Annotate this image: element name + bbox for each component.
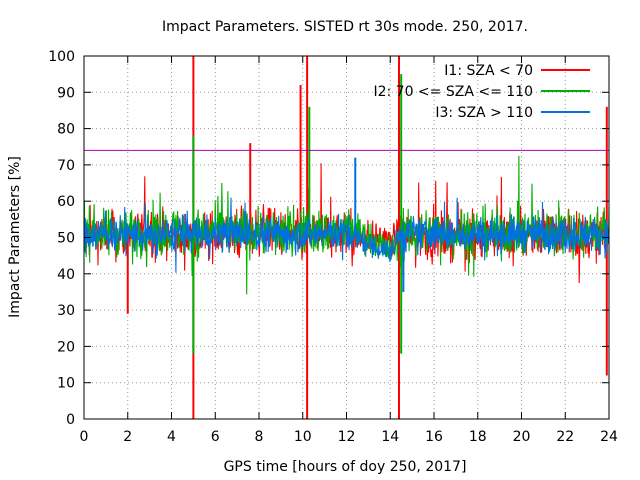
x-tick-label: 4 [167,429,176,445]
y-axis-label: Impact Parameters [%] [7,156,23,318]
x-tick-label: 12 [338,429,356,445]
x-tick-label: 14 [381,429,399,445]
y-tick-label: 40 [57,267,75,283]
y-tick-label: 0 [66,412,75,428]
x-axis-label: GPS time [hours of doy 250, 2017] [224,459,467,475]
x-tick-label: 2 [123,429,132,445]
x-tick-label: 24 [600,429,618,445]
y-tick-label: 80 [57,122,75,138]
x-tick-label: 22 [556,429,574,445]
y-tick-label: 100 [48,49,75,65]
y-tick-label: 70 [57,158,75,174]
y-tick-label: 20 [57,339,75,355]
chart-title: Impact Parameters. SISTED rt 30s mode. 2… [162,19,528,35]
y-tick-label: 50 [57,231,75,247]
x-tick-label: 0 [80,429,89,445]
plot-frame [83,55,610,420]
x-tick-label: 20 [513,429,531,445]
legend-label-2: I2: 70 <= SZA <= 110 [373,84,533,100]
y-tick-label: 60 [57,194,75,210]
x-tick-label: 6 [211,429,220,445]
series-line-2 [83,155,610,295]
x-tick-label: 16 [425,429,443,445]
y-tick-label: 90 [57,85,75,101]
x-tick-label: 10 [294,429,312,445]
grid [84,56,609,419]
legend: I1: SZA < 70 I2: 70 <= SZA <= 110 I3: SZA … [373,63,590,121]
y-tick-label: 30 [57,303,75,319]
legend-label-1: I1: SZA < 70 [444,63,533,79]
plot-area [83,56,610,419]
x-tick-label: 18 [469,429,487,445]
legend-label-3: I3: SZA > 110 [435,105,533,121]
series-line-3 [83,197,610,273]
y-tick-label: 10 [57,376,75,392]
x-tick-label: 8 [255,429,264,445]
